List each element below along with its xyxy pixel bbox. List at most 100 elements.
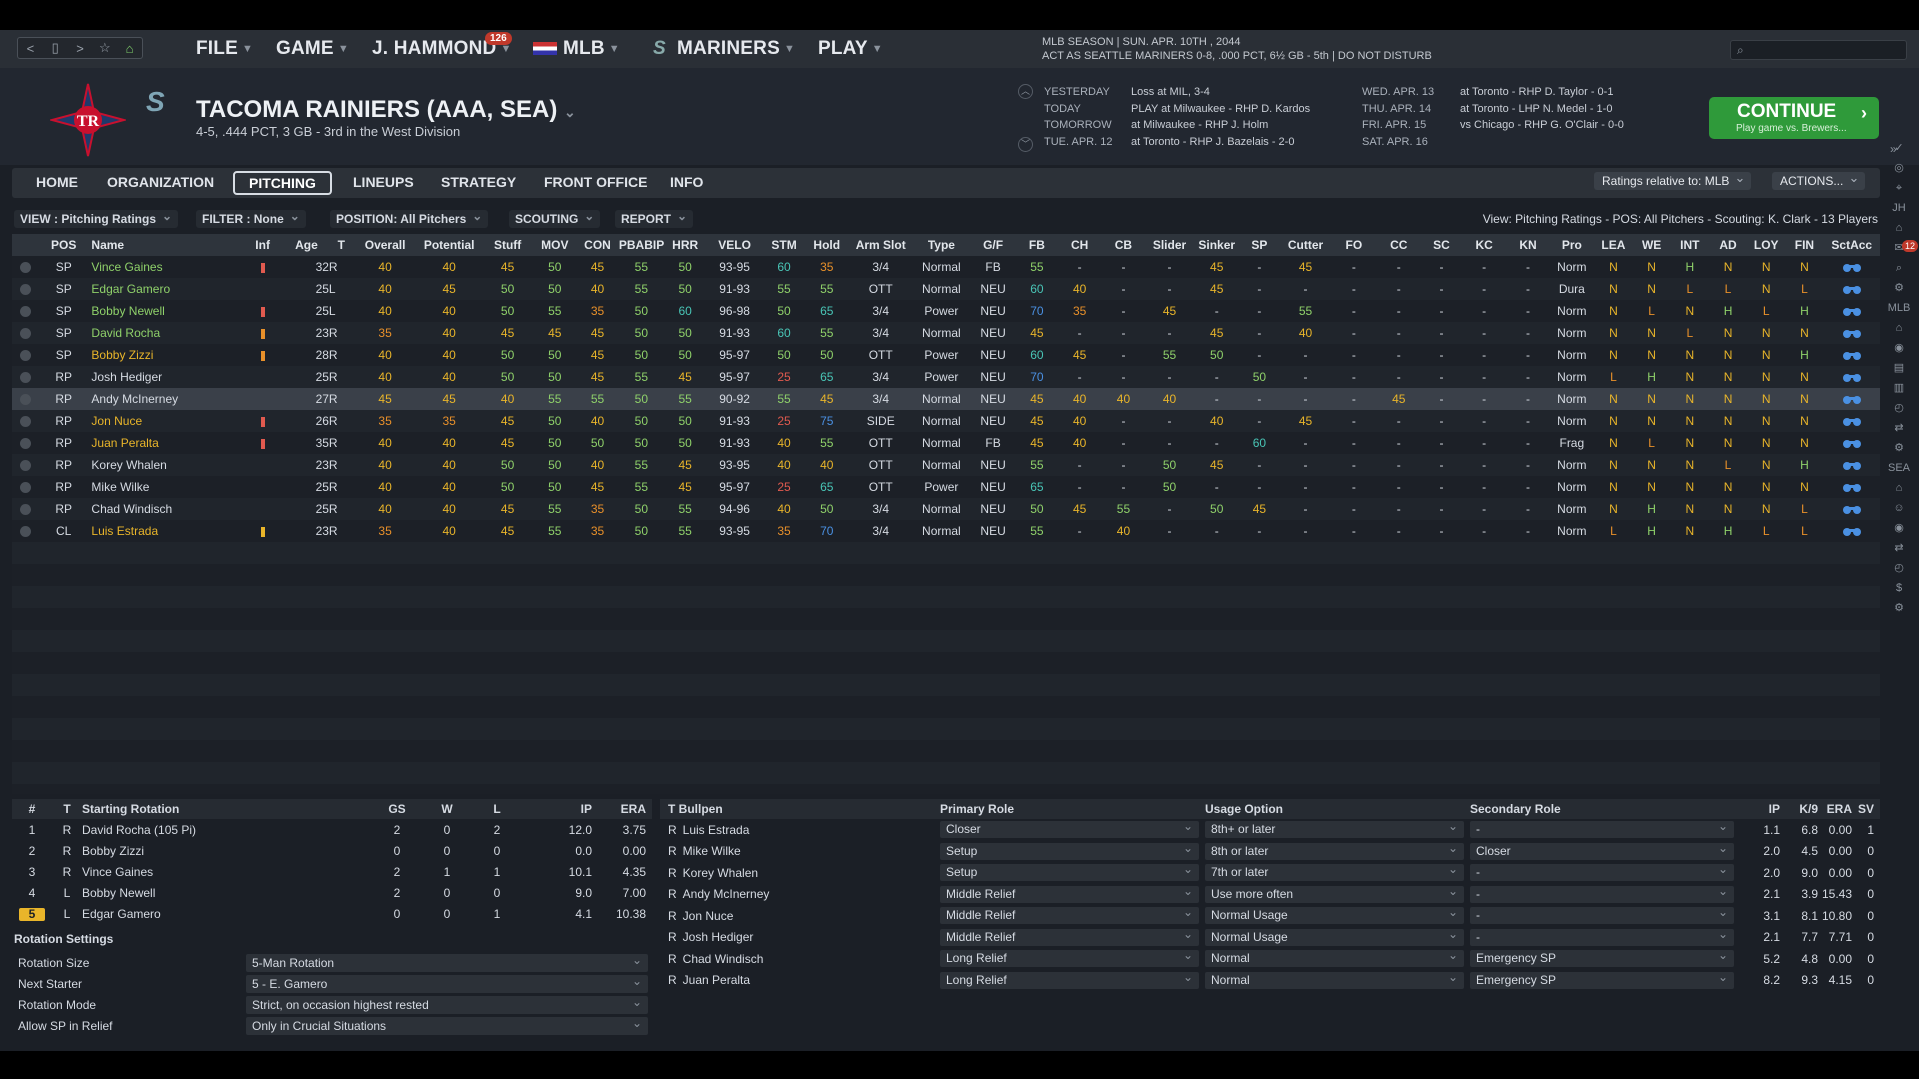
binoculars-icon[interactable] <box>1842 438 1862 449</box>
usage-select[interactable]: Normal <box>1205 969 1464 989</box>
secondary-select[interactable]: - <box>1470 926 1734 946</box>
row-select-radio[interactable] <box>19 394 31 406</box>
sidebar-jh[interactable]: JH <box>1892 202 1906 214</box>
setting-select[interactable]: 5-Man Rotation <box>246 951 648 972</box>
column-header[interactable]: CB <box>1102 234 1145 256</box>
column-header[interactable]: KN <box>1506 234 1550 256</box>
cell-name[interactable]: Jon Nuce <box>91 414 143 428</box>
role-select[interactable]: Setup <box>940 861 1199 882</box>
binoculars-icon[interactable] <box>1842 328 1862 339</box>
usage-select[interactable]: 8th+ or later <box>1205 818 1464 839</box>
secondary-select[interactable]: - <box>1470 861 1734 882</box>
target-icon[interactable]: ◉ <box>1894 342 1904 354</box>
column-header[interactable]: Overall <box>353 234 417 256</box>
column-header[interactable]: Potential <box>416 234 482 256</box>
swap-icon[interactable]: ⇄ <box>1894 422 1904 434</box>
team-title[interactable]: TACOMA RAINIERS (AAA, SEA) ⌄ <box>196 96 576 123</box>
gear-icon[interactable]: ⚙ <box>1894 282 1904 294</box>
row-select-radio[interactable] <box>19 350 31 362</box>
clock-icon[interactable]: ◴ <box>1894 402 1904 414</box>
home-icon[interactable]: ⌂ <box>1895 222 1903 234</box>
tab-strategy[interactable]: STRATEGY <box>441 174 517 190</box>
check-icon[interactable]: ✓ <box>1894 142 1904 154</box>
secondary-select[interactable]: Emergency SP <box>1470 969 1734 989</box>
schedule-down-icon[interactable]: ﹀ <box>1018 137 1033 152</box>
pitcher-name[interactable]: Luis Estrada <box>682 822 750 837</box>
cell-name[interactable]: Josh Hediger <box>91 370 163 384</box>
row-select-radio[interactable] <box>19 372 31 384</box>
dollar-icon[interactable]: $ <box>1895 582 1903 594</box>
table-row[interactable]: SP Bobby Newell 25 L 40 40 50 55 35 50 60 96-98 50 65… <box>12 300 1880 322</box>
chart-icon[interactable]: ▥ <box>1893 382 1905 394</box>
actions-dropdown[interactable]: ACTIONS... <box>1772 169 1866 190</box>
clock-icon[interactable]: ◴ <box>1894 562 1904 574</box>
tab-lineups[interactable]: LINEUPS <box>353 174 414 190</box>
row-select-radio[interactable] <box>19 306 31 318</box>
column-header[interactable]: Stuff <box>481 234 534 256</box>
row-select-radio[interactable] <box>19 460 31 472</box>
usage-select[interactable]: 7th or later <box>1205 861 1464 882</box>
gear-icon[interactable]: ⚙ <box>1894 442 1904 454</box>
column-header[interactable]: Inf <box>241 234 284 256</box>
column-header[interactable]: Slider <box>1144 234 1195 256</box>
pitcher-name[interactable]: Juan Peralta <box>682 973 751 988</box>
menu-file[interactable]: FILE ▼ <box>196 38 253 60</box>
usage-select[interactable]: Normal Usage <box>1205 926 1464 946</box>
column-header[interactable]: INT <box>1670 234 1709 256</box>
column-header[interactable]: VELO <box>706 234 763 256</box>
role-select[interactable]: Middle Relief <box>940 926 1199 946</box>
table-row[interactable]: SP Bobby Zizzi 28 R 40 40 50 50 45 50 50 95-97 50 50 O… <box>12 344 1880 366</box>
row-select-radio[interactable] <box>19 284 31 296</box>
pitcher-name[interactable]: Mike Wilke <box>682 844 741 859</box>
column-header[interactable]: CH <box>1057 234 1103 256</box>
cell-name[interactable]: Mike Wilke <box>91 480 150 494</box>
search-input[interactable]: ⌕ <box>1730 40 1907 60</box>
column-header[interactable]: CON <box>576 234 619 256</box>
tab-info[interactable]: INFO <box>670 174 704 190</box>
rotation-row[interactable]: 5 L Edgar Gamero 0 0 1 4.1 10.38 <box>12 903 652 924</box>
column-header[interactable]: LEA <box>1594 234 1633 256</box>
column-header[interactable]: Hold <box>805 234 849 256</box>
rotation-row[interactable]: 1 R David Rocha (105 Pi) 2 0 2 12.0 3.75 <box>12 819 652 840</box>
rotation-row[interactable]: 3 R Vince Gaines 2 1 1 10.1 4.35 <box>12 861 652 882</box>
table-row[interactable]: RP Chad Windisch 25 R 40 40 45 55 35 50 55 94-96 40 5… <box>12 498 1880 520</box>
pin-icon[interactable]: ⌖ <box>1895 182 1903 194</box>
row-select-radio[interactable] <box>19 416 31 428</box>
secondary-select[interactable]: - <box>1470 904 1734 925</box>
binoculars-icon[interactable] <box>1842 460 1862 471</box>
column-header[interactable]: Name <box>88 234 242 256</box>
target-icon[interactable]: ◉ <box>1894 522 1904 534</box>
pitcher-name[interactable]: Andy McInerney <box>682 887 770 902</box>
column-header[interactable]: Type <box>913 234 970 256</box>
column-header[interactable]: HRR <box>663 234 707 256</box>
setting-select[interactable]: Only in Crucial Situations <box>246 1014 648 1035</box>
column-header[interactable]: SP <box>1239 234 1280 256</box>
column-header[interactable]: MOV <box>533 234 577 256</box>
column-header[interactable]: G/F <box>969 234 1017 256</box>
usage-select[interactable]: Normal <box>1205 947 1464 968</box>
binoculars-icon[interactable] <box>1842 350 1862 361</box>
secondary-select[interactable]: Closer <box>1470 840 1734 860</box>
setting-select[interactable]: 5 - E. Gamero <box>246 972 648 993</box>
row-select-radio[interactable] <box>19 482 31 494</box>
table-row[interactable]: RP Andy McInerney 27 R 45 45 40 55 55 50 55 90-92 55… <box>12 388 1880 410</box>
binoculars-icon[interactable] <box>1842 284 1862 295</box>
table-row[interactable]: SP Vince Gaines 32 R 40 40 45 50 45 55 50 93-95 60 35… <box>12 256 1880 278</box>
table-row[interactable]: RP Juan Peralta 35 R 40 40 45 50 50 50 50 91-93 40 55… <box>12 432 1880 454</box>
cell-name[interactable]: Korey Whalen <box>91 458 167 472</box>
table-row[interactable]: RP Josh Hediger 25 R 40 40 50 50 45 55 45 95-97 25 65… <box>12 366 1880 388</box>
column-header[interactable]: AD <box>1708 234 1748 256</box>
column-header[interactable]: POS <box>38 234 89 256</box>
home-icon[interactable]: ⌂ <box>1895 482 1903 494</box>
column-header[interactable]: Arm Slot <box>848 234 914 256</box>
row-select-radio[interactable] <box>19 504 31 516</box>
table-row[interactable]: RP Mike Wilke 25 R 40 40 50 50 45 55 45 95-97 25 65 OT… <box>12 476 1880 498</box>
secondary-select[interactable]: Emergency SP <box>1470 947 1734 968</box>
menu-play[interactable]: PLAY ▼ <box>818 38 883 60</box>
home-icon[interactable]: ⌂ <box>1895 322 1903 334</box>
pitcher-name[interactable]: Chad Windisch <box>682 951 764 966</box>
position-dropdown[interactable]: POSITION: All Pitchers <box>330 207 489 228</box>
role-select[interactable]: Long Relief <box>940 947 1199 968</box>
